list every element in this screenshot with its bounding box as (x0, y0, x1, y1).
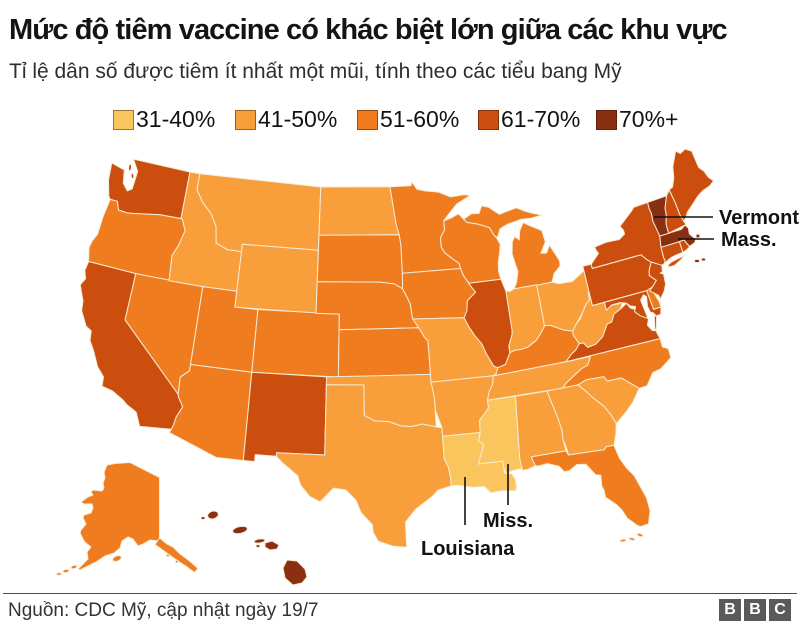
svg-text:Mass.: Mass. (721, 229, 777, 251)
svg-text:Vermont: Vermont (719, 207, 799, 229)
